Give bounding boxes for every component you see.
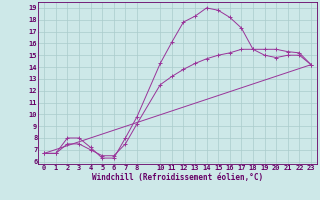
X-axis label: Windchill (Refroidissement éolien,°C): Windchill (Refroidissement éolien,°C) [92, 172, 263, 182]
